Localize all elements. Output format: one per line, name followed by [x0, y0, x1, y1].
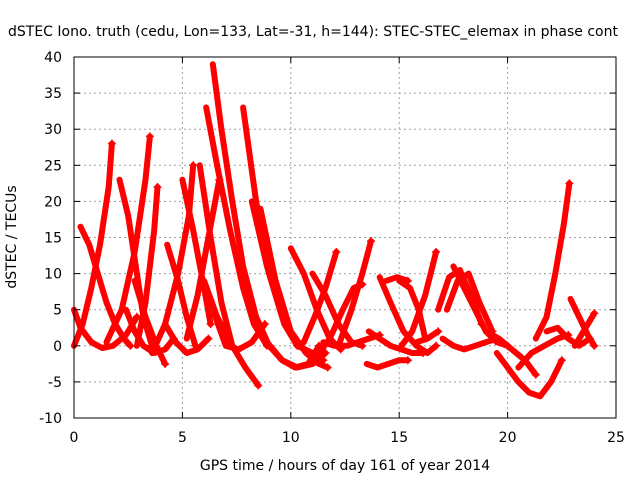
series-line [209, 306, 268, 353]
series-end-marker [332, 247, 341, 256]
series-line [396, 277, 429, 342]
series-line [183, 176, 223, 342]
series-end-marker [403, 356, 412, 365]
x-tick-label: 20 [499, 430, 517, 446]
series-line [571, 310, 598, 349]
x-tick-label: 15 [390, 430, 408, 446]
series-line [203, 104, 270, 349]
y-tick-label: 30 [44, 122, 62, 138]
series-layer [71, 61, 599, 400]
series-line [443, 270, 496, 335]
series-line [493, 350, 565, 400]
series-end-marker [145, 132, 154, 141]
series-line [482, 328, 539, 378]
series-line [257, 205, 331, 371]
series-end-marker [557, 356, 566, 365]
x-tick-label: 5 [178, 430, 187, 446]
series-end-marker [126, 341, 135, 350]
series-end-marker [590, 309, 599, 318]
y-tick-label: -10 [39, 411, 62, 427]
series-line [196, 162, 236, 349]
series-line [383, 274, 411, 284]
series-line [71, 140, 115, 349]
y-tick-label: 15 [44, 231, 62, 247]
series-end-marker [565, 179, 574, 188]
series-line [532, 180, 573, 342]
y-tick-label: 25 [44, 158, 62, 174]
series-line [320, 332, 383, 349]
series-line [335, 238, 374, 349]
series-line [300, 248, 340, 346]
series-end-marker [260, 320, 269, 329]
series-end-marker [206, 320, 215, 329]
series-line [71, 306, 140, 351]
tick-label-layer: 0 5 10 15 20 25 -10 -5 0 5 10 15 20 25 30 35 40 [39, 50, 625, 446]
series-line [131, 277, 169, 367]
series-line [133, 184, 161, 349]
y-tick-label: 40 [44, 50, 62, 66]
y-tick-label: 20 [44, 194, 62, 210]
series-line [450, 263, 511, 349]
series-line [365, 328, 426, 356]
series-line [77, 223, 134, 349]
x-tick-label: 10 [282, 430, 300, 446]
series-line [162, 321, 212, 356]
series-end-marker [107, 139, 116, 148]
y-tick-label: 10 [44, 267, 62, 283]
x-tick-label: 0 [70, 430, 79, 446]
series-line [363, 357, 411, 371]
series-end-marker [153, 182, 162, 191]
series-line [179, 176, 214, 328]
x-axis-label: GPS time / hours of day 161 of year 2014 [200, 458, 490, 474]
series-line [266, 342, 322, 371]
series-line [123, 306, 177, 356]
y-tick-label: 5 [53, 303, 62, 319]
series-line [413, 328, 442, 346]
series-line [543, 324, 593, 349]
y-tick-label: 35 [44, 86, 62, 102]
series-end-marker [531, 370, 540, 379]
y-tick-label: 0 [53, 339, 62, 355]
series-end-marker [321, 349, 330, 358]
series-end-marker [132, 312, 141, 321]
series-end-marker [254, 381, 263, 390]
series-end-marker [367, 237, 376, 246]
series-end-marker [432, 247, 441, 256]
series-line [515, 332, 572, 371]
tick-layer [73, 56, 617, 419]
x-tick-label: 25 [607, 430, 625, 446]
series-end-marker [204, 334, 213, 343]
y-tick-label: -5 [48, 375, 62, 391]
series-end-marker [432, 341, 441, 350]
y-axis-label: dSTEC / TECUs [4, 185, 20, 288]
series-end-marker [161, 359, 170, 368]
series-end-marker [434, 327, 443, 336]
series-end-marker [590, 341, 599, 350]
series-end-marker [189, 161, 198, 170]
series-end-marker [323, 363, 332, 372]
chart-title: dSTEC Iono. truth (cedu, Lon=133, Lat=-3… [8, 24, 618, 40]
